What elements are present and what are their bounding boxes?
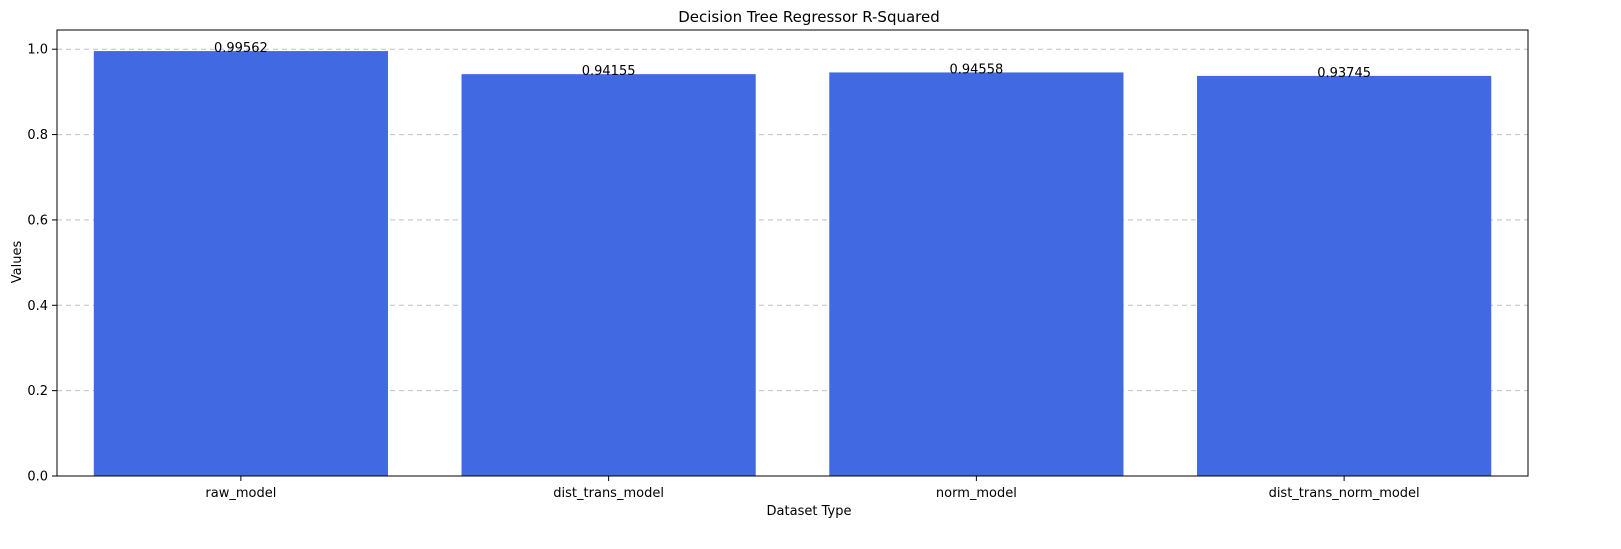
x-tick-label: raw_model [205,486,276,501]
x-axis-title: Dataset Type [767,504,852,519]
y-tick-label: 0.2 [27,384,48,399]
y-axis-title: Values [10,241,25,284]
bar-dist-trans-model [461,74,756,477]
y-tick-label: 1.0 [27,43,48,58]
plot-frame [56,29,1529,477]
chart-title: Decision Tree Regressor R-Squared [678,8,940,26]
bar-raw-model [93,51,388,476]
x-tick-label: dist_trans_norm_model [1269,486,1420,501]
y-tick-label: 0.8 [27,128,48,143]
y-tick-label: 0.6 [27,213,48,228]
data-label: 0.99562 [214,41,268,56]
x-tick-label: norm_model [936,486,1017,501]
bar-dist-trans-norm-model [1197,75,1492,476]
bars [93,51,1492,477]
data-labels: 0.99562 0.94155 0.94558 0.93745 [214,41,1371,81]
bar-norm-model [829,72,1124,476]
axes: 0.0 0.2 0.4 0.6 0.8 1.0 raw_model dist_trans_mo… [27,29,1529,501]
x-tick-label: dist_trans_model [553,486,664,501]
y-tick-label: 0.0 [27,470,48,485]
data-label: 0.94155 [582,64,636,79]
y-tick-label: 0.4 [27,299,48,314]
data-label: 0.94558 [949,62,1003,77]
data-label: 0.93745 [1317,66,1371,81]
